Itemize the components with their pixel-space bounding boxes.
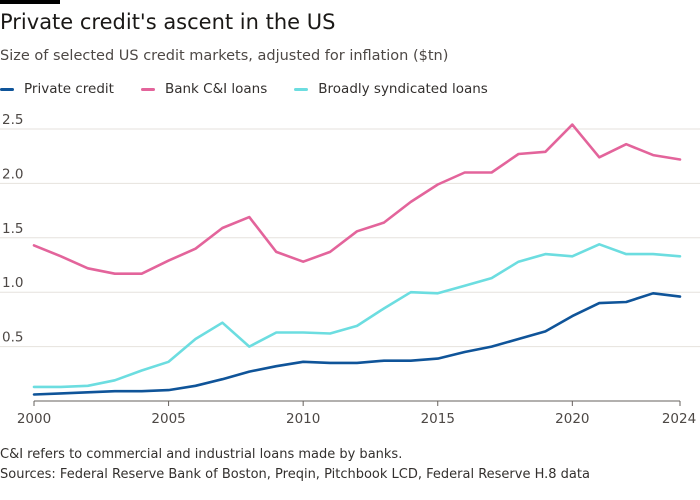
footnote: C&I refers to commercial and industrial … [0, 447, 403, 462]
chart-title: Private credit's ascent in the US [0, 10, 336, 34]
x-tick-label: 2024 [662, 411, 696, 427]
legend-item-private-credit: Private credit [0, 81, 114, 97]
line-chart: 0.5 1.0 1.5 2.0 2.5 2000 2005 2010 2015 2020 2024 [0, 112, 700, 427]
y-tick-label: 2.5 [2, 112, 23, 128]
legend-swatch-bank-ci-loans [140, 87, 155, 91]
legend-label-bank-ci-loans: Bank C&I loans [164, 81, 268, 97]
legend-swatch-private-credit [0, 87, 14, 91]
sources-note: Sources: Federal Reserve Bank of Boston,… [0, 467, 590, 482]
legend-item-bank-ci-loans: Bank C&I loans [140, 81, 268, 97]
series-line-private-credit [32, 292, 682, 396]
legend-item-broadly-syndicated-loans: Broadly syndicated loans [294, 81, 488, 97]
series-line-bank-ci [32, 123, 682, 275]
x-tick-label: 2010 [286, 411, 320, 427]
legend-label-private-credit: Private credit [24, 81, 114, 97]
y-tick-label: 1.0 [2, 275, 23, 291]
x-tick-label: 2000 [17, 411, 51, 427]
legend-swatch-broadly-syndicated-loans [294, 87, 309, 91]
x-tick-label: 2015 [421, 411, 455, 427]
legend: Private credit Bank C&I loans Broadly sy… [0, 80, 515, 98]
y-tick-label: 1.5 [2, 221, 23, 237]
y-tick-label: 0.5 [2, 330, 23, 346]
brand-bar [0, 0, 60, 4]
legend-label-broadly-syndicated-loans: Broadly syndicated loans [318, 81, 488, 97]
x-tick-label: 2020 [555, 411, 589, 427]
x-tick-label: 2005 [151, 411, 185, 427]
series-line-broadly-syndicated [32, 243, 682, 389]
y-tick-label: 2.0 [2, 166, 23, 182]
chart-subtitle: Size of selected US credit markets, adju… [0, 48, 449, 64]
